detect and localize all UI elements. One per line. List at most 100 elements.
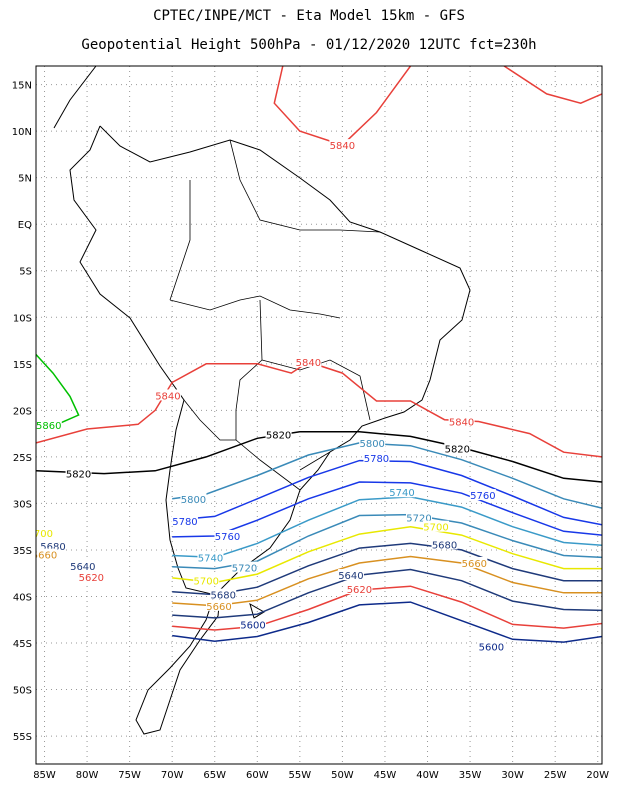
contour-label-bg: [171, 515, 198, 527]
contour-label-bg: [295, 355, 322, 367]
contour-label: 5780: [172, 517, 197, 528]
contour-label-bg: [359, 436, 386, 448]
lat-tick-label: 10S: [13, 313, 32, 324]
contour-label-bg: [40, 540, 67, 552]
contour-label-bg: [478, 640, 505, 652]
lat-tick-label: 5N: [18, 174, 32, 185]
lat-tick-label: 50S: [13, 686, 32, 697]
contour-label-bg: [406, 511, 433, 523]
lon-tick-label: 45W: [374, 770, 397, 781]
contour-line: [36, 431, 602, 483]
contour-labels: 5840 5840 5840 5840 5860 5820 5820 5820 5800 5800…: [28, 139, 505, 654]
contour-label-bg: [65, 467, 92, 479]
contour-label-bg: [388, 486, 415, 498]
lat-tick-label: 5S: [19, 267, 32, 278]
contour-line: [172, 496, 602, 559]
contour-label: 5680: [40, 542, 65, 553]
contour-label-bg: [154, 389, 181, 401]
lon-tick-label: 80W: [76, 770, 99, 781]
contour-line: [273, 66, 412, 146]
lat-tick-label: 40S: [13, 592, 32, 603]
contour-label-bg: [214, 529, 241, 541]
contour-label: 5700: [28, 529, 53, 540]
contour-label-bg: [469, 489, 496, 501]
contour-label: 5700: [423, 523, 448, 534]
contour-label-bg: [180, 492, 207, 504]
map-title-line2: Geopotential Height 500hPa - 01/12/2020 …: [81, 37, 537, 53]
lon-tick-label: 75W: [118, 770, 141, 781]
contour-line: [36, 353, 80, 427]
contour-line: [503, 66, 602, 104]
contour-label-bg: [78, 570, 105, 582]
contour-label: 5600: [240, 620, 265, 631]
contour-label: 5780: [364, 454, 389, 465]
contour-label: 5760: [215, 532, 240, 543]
contour-label: 5660: [206, 602, 231, 613]
contour-label-bg: [329, 139, 356, 151]
lat-tick-label: 35S: [13, 546, 32, 557]
contour-label-bg: [210, 588, 237, 600]
contour-label: 5760: [470, 491, 495, 502]
lon-tick-label: 85W: [33, 770, 56, 781]
lat-tick-label: 15N: [12, 81, 32, 92]
contour-label: 5640: [70, 562, 95, 573]
lat-tick-label: 10N: [12, 127, 32, 138]
contour-label-bg: [423, 520, 450, 532]
contour-label-bg: [337, 569, 364, 581]
lon-tick-label: 25W: [544, 770, 567, 781]
contour-label-bg: [69, 559, 96, 571]
contour-label: 5720: [232, 564, 257, 575]
contour-label: 5800: [181, 495, 206, 506]
contour-label: 5700: [193, 577, 218, 588]
contour-label: 5720: [406, 513, 431, 524]
contour-label-bg: [197, 551, 224, 563]
contour-label: 5620: [79, 573, 104, 584]
lat-lon-grid: [36, 66, 602, 764]
contour-line: [172, 525, 602, 584]
country-borders: [169, 139, 381, 491]
contour-label: 5820: [445, 445, 470, 456]
contour-label-bg: [36, 527, 54, 539]
lat-tick-label: 15S: [13, 360, 32, 371]
contour-label-bg: [346, 583, 373, 595]
lon-tick-label: 30W: [501, 770, 524, 781]
contour-label-bg: [448, 415, 475, 427]
contour-label: 5740: [389, 488, 414, 499]
contour-label-bg: [444, 442, 471, 454]
contour-label: 5620: [347, 585, 372, 596]
lat-tick-label: 20S: [13, 406, 32, 417]
contour-label-bg: [193, 574, 220, 586]
map-title-line1: CPTEC/INPE/MCT - Eta Model 15km - GFS: [153, 8, 465, 24]
contour-line: [172, 585, 602, 631]
contour-label: 5820: [66, 470, 91, 481]
contour-label-bg: [205, 599, 232, 611]
lon-tick-label: 55W: [289, 770, 312, 781]
contour-label: 5800: [359, 439, 384, 450]
contour-label-bg: [265, 428, 292, 440]
contour-label: 5860: [36, 421, 61, 432]
lon-tick-label: 35W: [459, 770, 482, 781]
lon-tick-label: 70W: [161, 770, 184, 781]
contour-line: [172, 555, 602, 607]
lon-tick-label: 20W: [586, 770, 609, 781]
lon-tick-label: 40W: [416, 770, 439, 781]
lon-tick-label: 65W: [203, 770, 226, 781]
contour-label-bg: [363, 451, 390, 463]
contour-line: [172, 568, 602, 619]
lat-tick-label: 45S: [13, 639, 32, 650]
axis-tick-labels: 15N 10N 5N EQ 5S 10S 15S 20S 25S 30S 35S 40S 45S 50S 5…: [12, 81, 609, 781]
contour-label: 5680: [432, 540, 457, 551]
lat-tick-label: 25S: [13, 453, 32, 464]
contour-label-bg: [461, 556, 488, 568]
contour-label: 5680: [211, 591, 236, 602]
contour-label: 5840: [449, 418, 474, 429]
contour-label: 5840: [155, 391, 180, 402]
contour-label-bg: [36, 548, 58, 560]
contour-label: 5600: [479, 643, 504, 654]
contour-label-bg: [431, 538, 458, 550]
contour-label: 5660: [462, 559, 487, 570]
lon-tick-label: 60W: [246, 770, 269, 781]
contour-label-bg: [240, 618, 267, 630]
coastline: [53, 66, 471, 735]
